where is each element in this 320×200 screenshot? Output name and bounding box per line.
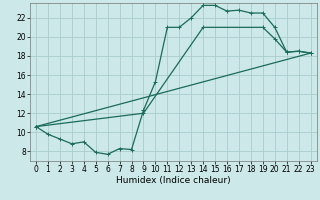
X-axis label: Humidex (Indice chaleur): Humidex (Indice chaleur) <box>116 176 231 185</box>
